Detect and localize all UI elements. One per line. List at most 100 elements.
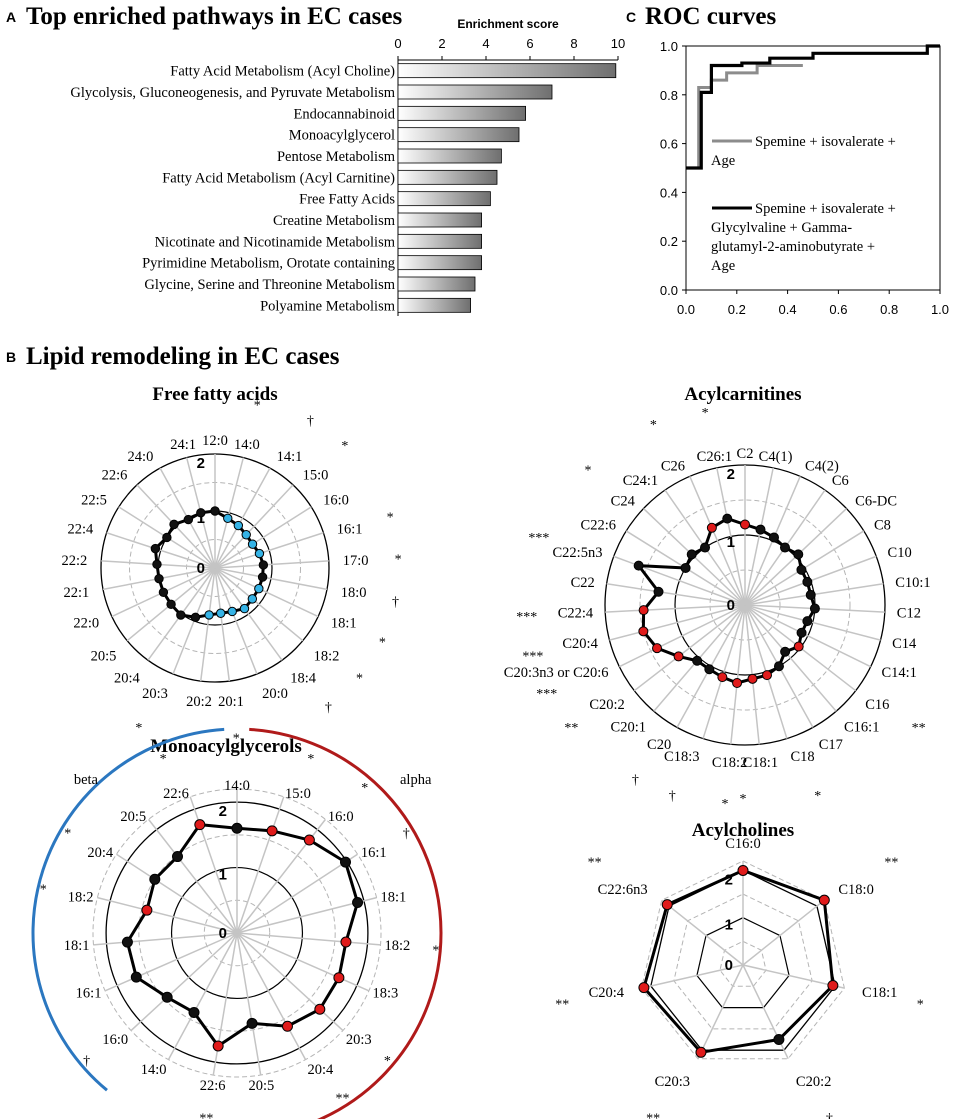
radar-category-label: C20:2 [796,1074,831,1090]
radar-point [247,594,258,604]
radar-point [638,626,649,637]
panel-b-title: Lipid remodeling in EC cases [26,343,340,370]
enrichment-bar [397,169,498,185]
radar-category-label: C20:3 [655,1074,690,1090]
roc-legend-label: Glycylvaline + Gamma- [711,220,852,236]
radar-significance-marker: * [379,635,386,650]
radar-significance-marker: * [702,406,709,421]
radar-point [194,819,206,831]
radar-ring-label: 0 [727,597,735,614]
radar-category-label: C26:1 [697,449,732,465]
radar-ring-label: 1 [727,534,735,551]
radar-outer-ring [92,788,382,1078]
radar-spoke [104,932,238,992]
pathway-label: Nicotinate and Nicotinamide Metabolism [155,234,396,250]
radar-point [150,543,161,554]
radar-category-label: C10 [888,545,912,561]
radar-point [802,576,813,587]
beta-arc-label: beta [74,772,99,788]
radar-category-label: 22:6 [163,786,189,802]
radar-ring-label: 0 [219,925,227,942]
radar-point [732,677,743,688]
radar-point [686,549,697,560]
radar-significance-marker: * [387,510,394,525]
radar-category-label: C18:0 [838,882,873,898]
radar-category-label: C20:2 [589,697,624,713]
radar-point [266,825,278,837]
radar-significance-marker: * [814,789,821,804]
radar-point [661,899,673,911]
radar-category-label: C6 [832,473,849,489]
radar-point [773,661,784,672]
roc-legend-label: glutamyl-2-aminobutyrate + [711,239,875,255]
radar-category-label: 17:0 [343,553,369,569]
radar-point [793,641,804,652]
radar-category-label: C22:4 [558,606,594,622]
radar-category-label: C18:1 [743,755,778,771]
roc-legend-label: Spemine + isovalerate + [755,134,896,150]
radar-ring [639,499,851,711]
radar-significance-marker: ** [555,997,569,1012]
radar-significance-marker: * [584,464,591,479]
radar-spoke [214,484,294,569]
radar-category-label: 18:4 [290,671,317,687]
radar-category-label: C22:5n3 [553,545,603,561]
radar-significance-marker: * [395,552,402,567]
radar-category-label: C16:1 [844,719,879,735]
radar-spoke [214,560,329,569]
radar-spoke [742,899,825,966]
x-tick-label: 6 [526,36,533,51]
radar-category-label: 20:5 [91,649,117,665]
radar-category-label: C6-DC [855,493,897,509]
radar-spoke [214,506,312,569]
radar-point [762,670,773,681]
radar-category-label: C10:1 [895,575,930,591]
radar-point [239,603,250,614]
radar-significance-marker: † [307,414,314,429]
radar-category-label: 14:0 [141,1062,167,1078]
roc-series-line [686,44,940,170]
radar-spoke [702,604,746,739]
radar-point [737,864,749,876]
enrichment-bar [397,212,482,228]
radar-spoke [236,932,370,992]
radar-point [162,532,172,543]
radar-point [254,583,264,594]
radar-spoke [93,932,238,946]
radar-point [204,610,214,620]
radar-spoke [633,604,746,692]
enrichment-bar [397,255,482,271]
radar-spoke [130,932,238,1032]
radar-significance-marker: * [432,943,439,958]
radar-category-label: 22:5 [81,492,107,508]
radar-significance-marker: † [83,1054,90,1069]
radar-significance-marker: * [341,439,348,454]
roc-legend-label: Spemine + isovalerate + [755,201,896,217]
enrichment-bar [397,276,476,292]
radar-significance-marker: † [392,595,399,610]
radar-category-label: 20:3 [142,686,168,702]
radar-category-label: 18:1 [64,938,90,954]
radar-category-label: C14:1 [881,665,916,681]
alpha-arc [249,727,443,1119]
radar-category-label: C16:0 [725,836,760,852]
radar-category-label: 18:3 [373,985,399,1001]
radar-category-label: C20:4 [589,985,625,1001]
radar-ring-label: 1 [219,867,227,884]
radar-significance-marker: † [632,773,639,788]
radar-point [755,524,766,535]
radar-category-label: 18:1 [331,615,357,631]
roc-chart: 0.0 0.2 0.4 0.6 0.8 1.0 0.0 0.2 0.4 0.6 0.8 1.0 Spem… [660,39,949,317]
radar-significance-marker: † [325,701,332,716]
radar-category-label: 20:4 [307,1062,334,1078]
radar-category-label: 24:1 [170,437,196,453]
mag-title: Monoacylglycerols [150,736,302,757]
radar-point [802,616,813,627]
radar-point [653,586,664,597]
radar-category-label: C24 [611,493,636,509]
radar-category-label: C20:4 [562,636,598,652]
radar-spoke [236,796,285,934]
radar-category-label: 22:1 [63,585,89,601]
x-tick-label: 8 [570,36,577,51]
radar-category-label: 22:6 [102,468,128,484]
